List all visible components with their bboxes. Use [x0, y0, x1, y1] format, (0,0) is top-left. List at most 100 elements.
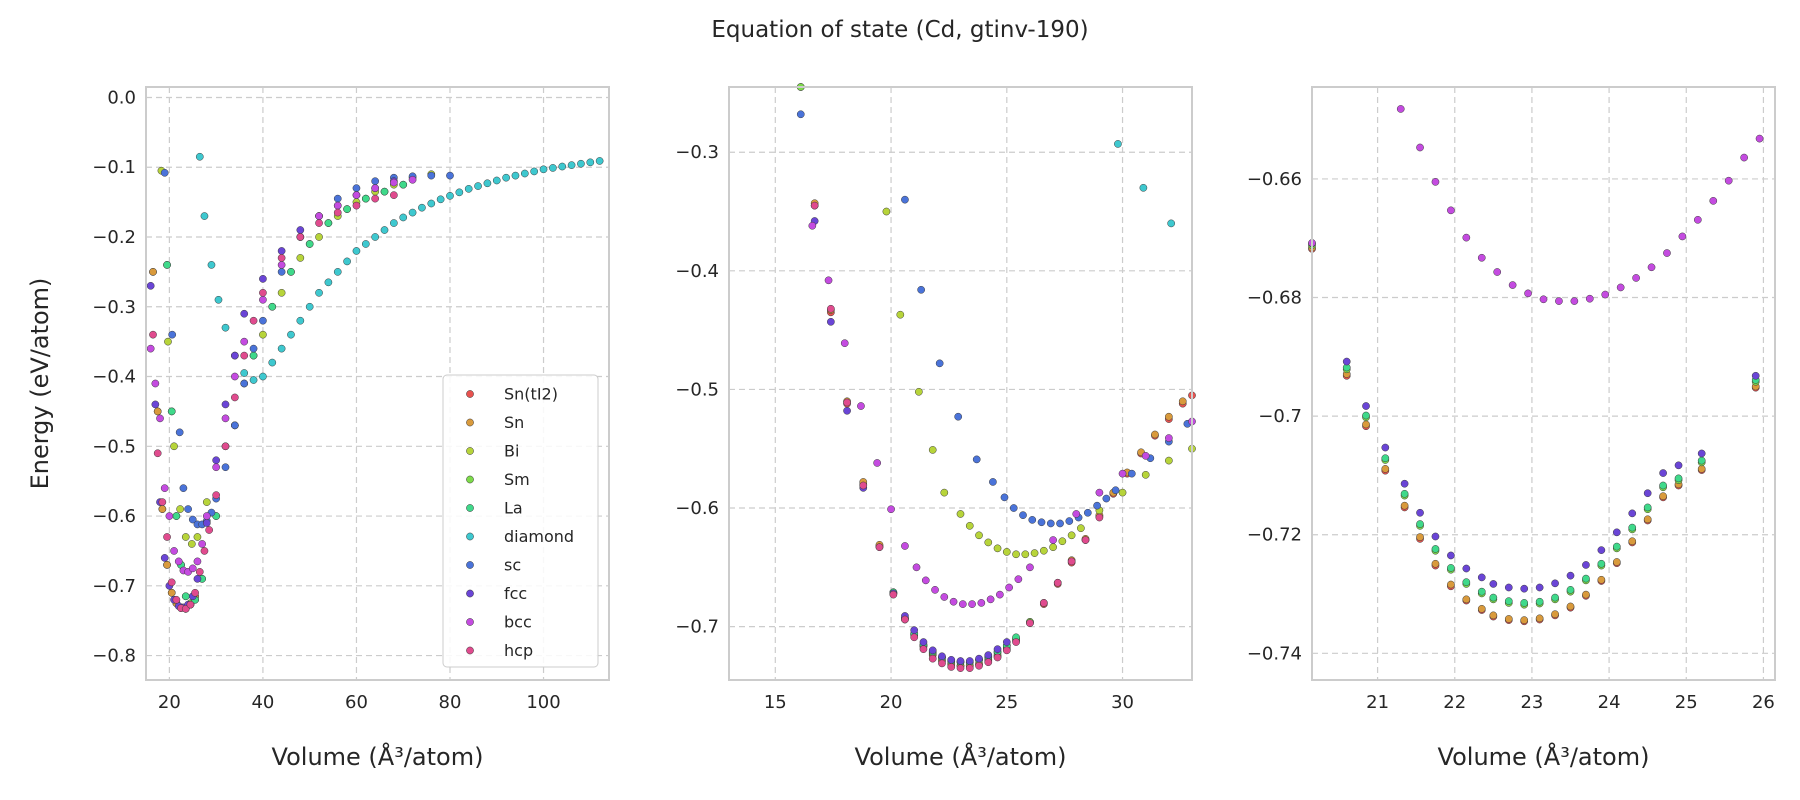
data-point [977, 599, 986, 607]
data-point [1102, 494, 1111, 503]
data-point [361, 240, 370, 248]
data-point [160, 484, 169, 492]
data-point [1597, 575, 1606, 584]
data-point [1555, 297, 1563, 305]
data-point [935, 359, 944, 368]
data-point [1342, 357, 1351, 366]
data-point [975, 531, 983, 540]
data-point [188, 564, 197, 573]
data-point [1678, 232, 1687, 241]
data-point [380, 226, 389, 234]
data-point [938, 659, 946, 668]
data-point [1012, 638, 1020, 646]
figure-title: Equation of state (Cd, gtinv-190) [711, 17, 1088, 43]
data-point [1381, 454, 1390, 463]
data-point [474, 182, 482, 190]
data-point [1039, 599, 1048, 607]
data-point [1095, 513, 1104, 522]
data-point [371, 177, 380, 186]
data-point [1447, 206, 1455, 215]
data-point [296, 254, 305, 262]
data-point [808, 221, 817, 230]
data-point [231, 351, 239, 360]
data-point [268, 358, 277, 367]
data-point [277, 247, 286, 255]
data-point [1067, 531, 1076, 540]
data-point [956, 657, 965, 665]
data-point [221, 414, 230, 423]
data-point [315, 288, 323, 297]
data-point [212, 491, 221, 499]
data-point [1014, 575, 1023, 584]
data-point [1362, 411, 1370, 420]
data-point [181, 533, 190, 541]
data-point [972, 455, 981, 464]
x-tick-label: 60 [345, 692, 368, 713]
data-point [530, 167, 539, 176]
data-point [1489, 611, 1498, 620]
x-tick-label: 80 [439, 692, 462, 713]
data-point [249, 376, 258, 384]
data-point [163, 533, 171, 541]
data-point [296, 226, 305, 234]
data-point [901, 195, 909, 204]
legend-label: La [504, 499, 523, 518]
data-point [149, 268, 157, 276]
data-point [259, 295, 267, 304]
data-point [1659, 481, 1667, 490]
data-point [187, 540, 196, 548]
legend-label: Bi [504, 442, 519, 461]
data-point [956, 664, 965, 672]
data-point [207, 261, 216, 269]
data-point [975, 654, 983, 663]
data-point [1539, 295, 1548, 304]
data-point [1056, 519, 1064, 528]
y-tick-label: −0.4 [675, 261, 719, 282]
data-point [810, 201, 819, 210]
data-point [315, 219, 323, 227]
data-point [1012, 550, 1020, 559]
data-point [1141, 451, 1150, 460]
data-point [202, 498, 211, 506]
data-point [1118, 469, 1127, 478]
data-point [1647, 263, 1656, 272]
data-point [174, 557, 183, 566]
data-point [1612, 542, 1621, 551]
data-point [1396, 105, 1405, 113]
data-point [1049, 536, 1057, 544]
data-point [843, 406, 851, 415]
data-point [352, 201, 361, 210]
y-axis-label: Energy (eV/atom) [26, 278, 54, 490]
axes-frame [1311, 86, 1776, 681]
data-point [277, 268, 286, 276]
data-point [1751, 371, 1760, 380]
data-point [993, 653, 1002, 662]
data-point [296, 233, 305, 241]
legend-marker [466, 618, 474, 626]
data-point [1566, 602, 1575, 611]
data-point [193, 574, 202, 583]
data-point [1674, 461, 1683, 470]
legend-marker [466, 504, 474, 512]
data-point [1477, 604, 1486, 613]
data-point [202, 519, 211, 527]
data-point [965, 657, 974, 665]
data-point [165, 512, 174, 520]
data-point [975, 661, 983, 670]
data-point [1535, 583, 1544, 592]
data-point [399, 180, 408, 189]
legend: Sn(tI2) Sn Bi Sm La diamond sc fcc bcc hcp [442, 374, 599, 668]
data-point [1520, 584, 1529, 593]
data-point [1462, 595, 1471, 604]
data-point [539, 165, 548, 174]
legend-label: fcc [504, 584, 527, 603]
legend-marker [466, 646, 474, 655]
data-point [1462, 564, 1471, 573]
data-point [492, 176, 501, 185]
data-point [333, 201, 342, 210]
data-point [151, 400, 160, 409]
data-point [390, 178, 398, 187]
data-point [195, 152, 204, 161]
data-point [212, 463, 221, 472]
